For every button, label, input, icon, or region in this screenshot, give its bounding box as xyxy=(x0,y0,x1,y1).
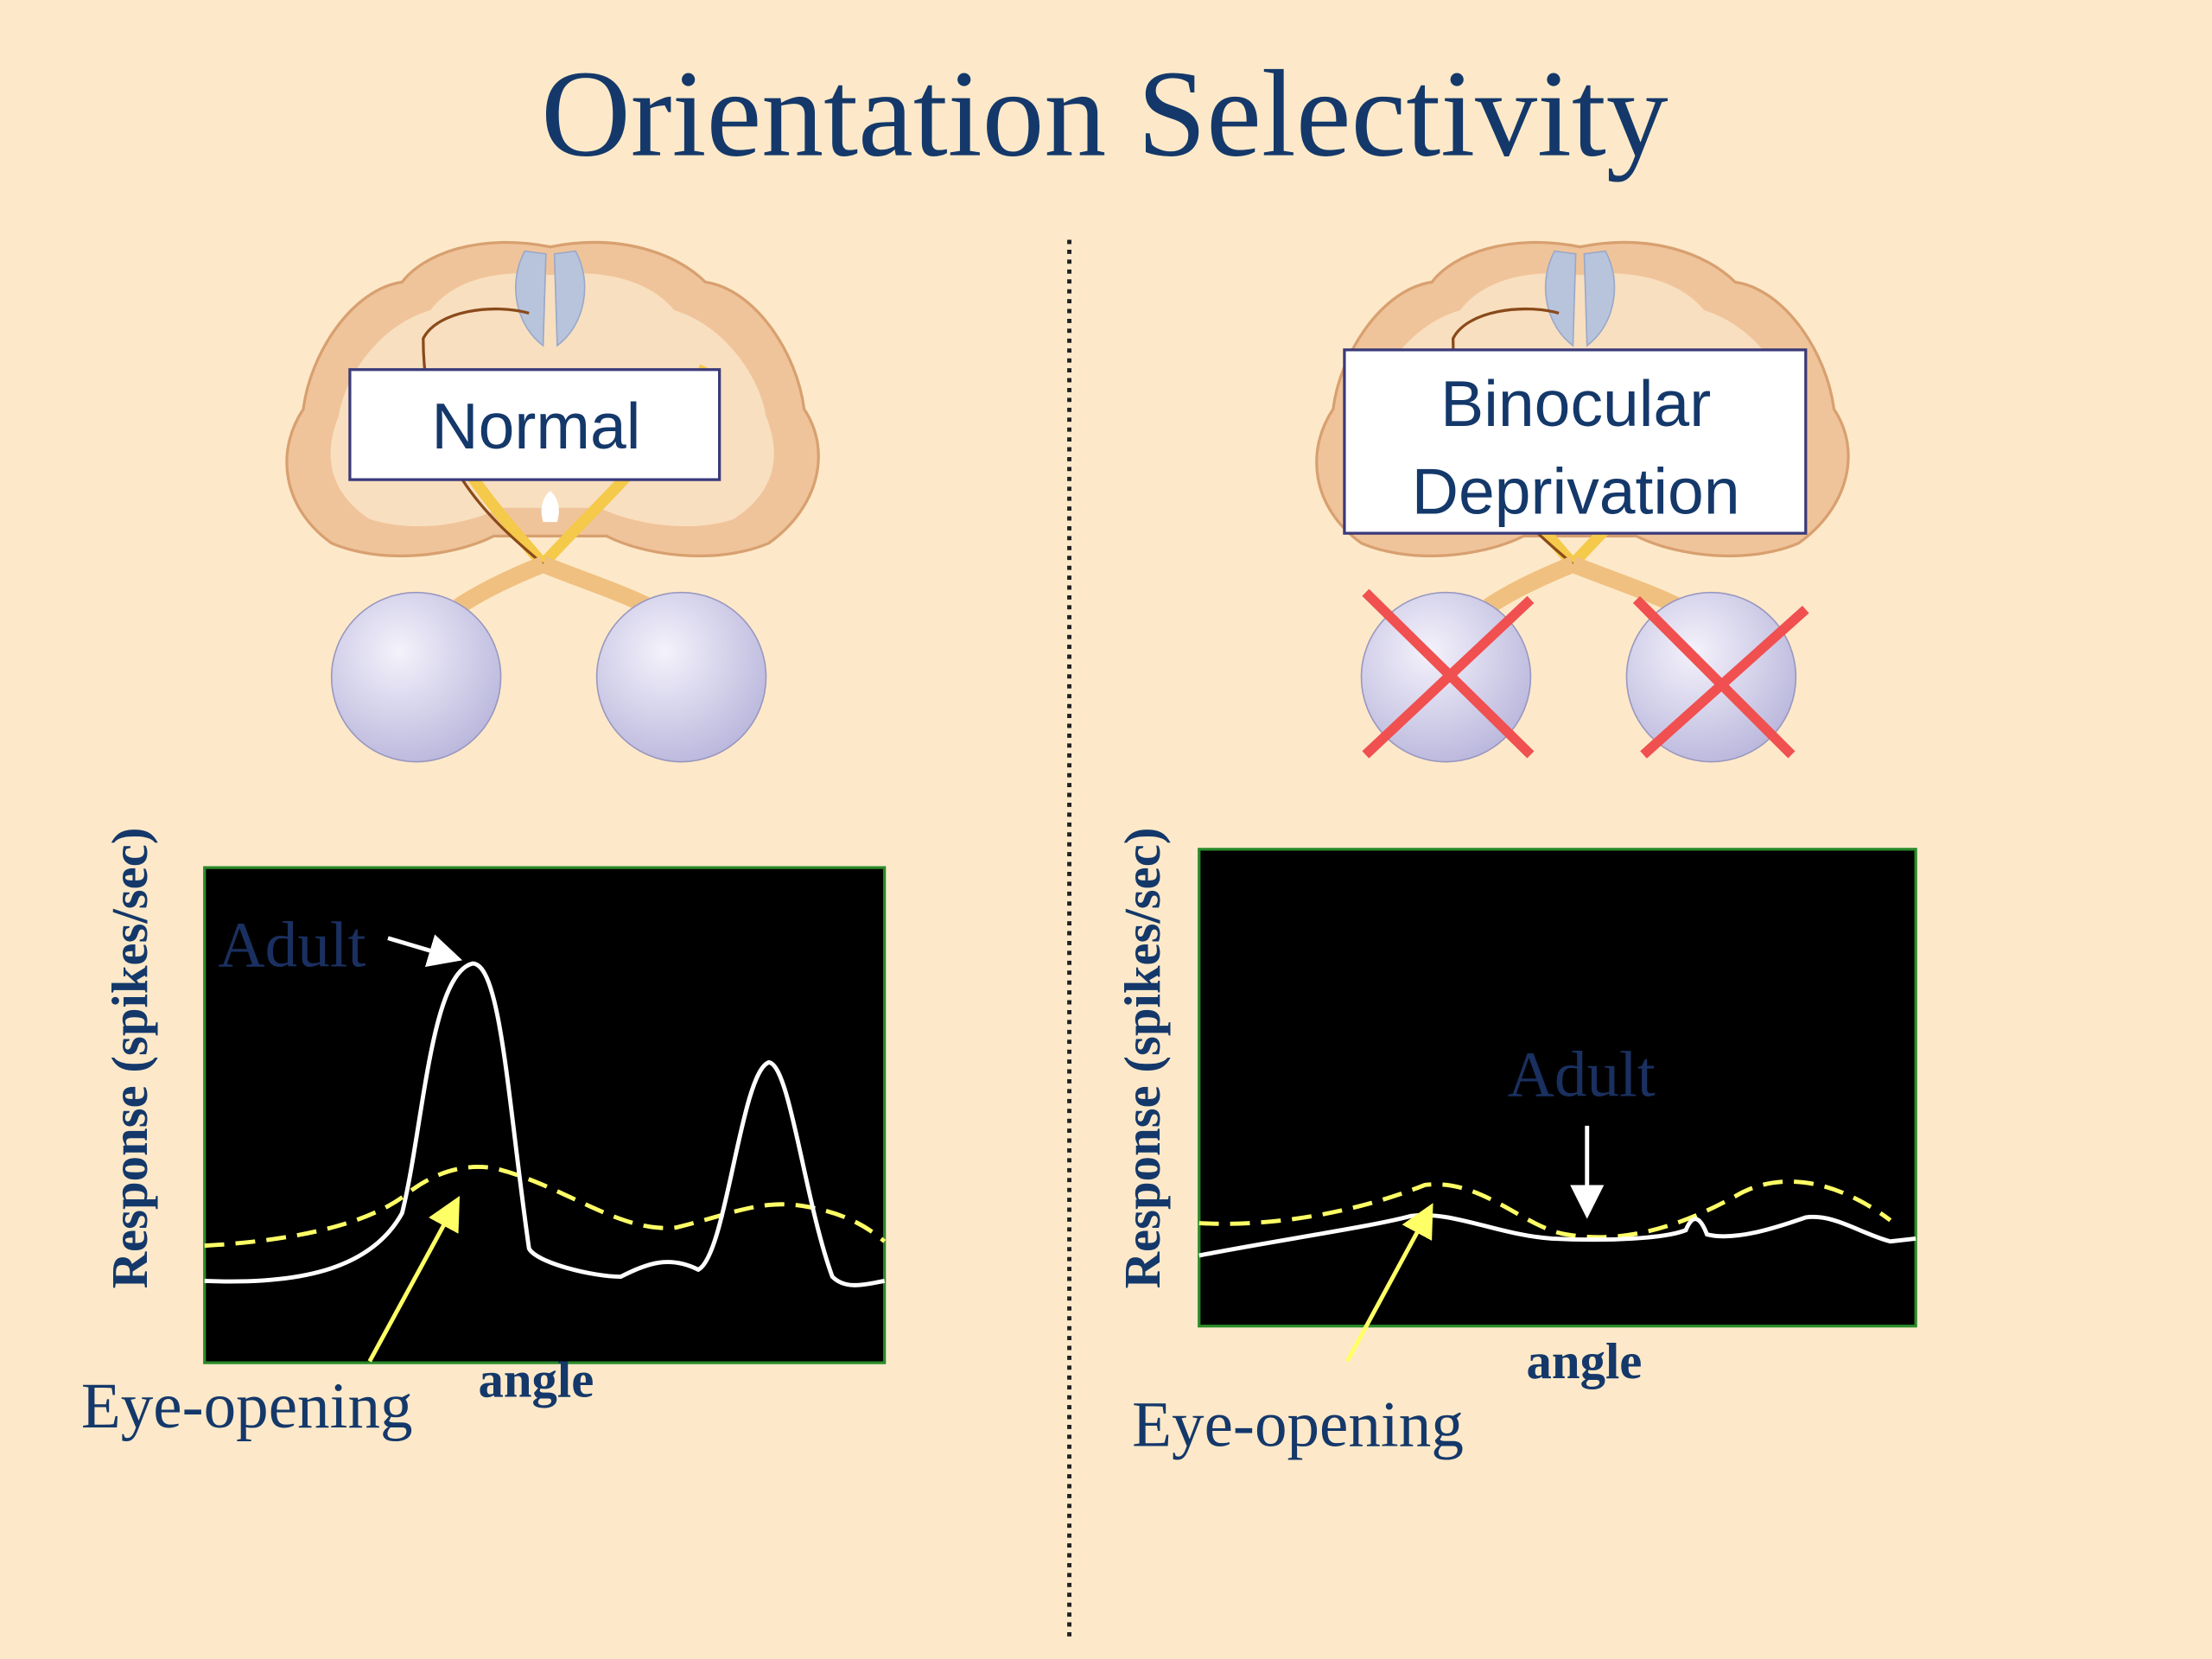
label-box xyxy=(1343,348,1808,535)
eye-opening-label: Eye-opening xyxy=(81,1370,413,1442)
arrow xyxy=(367,1196,461,1363)
y-axis-label: Response (spikes/sec) xyxy=(1115,828,1171,1289)
arrow xyxy=(1345,1203,1433,1363)
brain-diagram xyxy=(287,243,818,762)
plot-area xyxy=(203,866,887,1364)
eye-opening-label: Eye-opening xyxy=(1132,1389,1464,1460)
adult-label: Adult xyxy=(218,909,365,981)
x-axis-label: angle xyxy=(478,1351,594,1408)
label-line: Binocular xyxy=(1440,367,1711,440)
eye-opening-curve xyxy=(204,1165,887,1249)
eye-opening-curve xyxy=(1198,1179,1892,1240)
label-box xyxy=(348,368,721,481)
y-axis-label: Response (spikes/sec) xyxy=(102,828,158,1289)
x-axis-label: angle xyxy=(1527,1333,1643,1389)
adult-curve xyxy=(1198,1213,1916,1258)
adult-label: Adult xyxy=(1508,1039,1656,1111)
label-line: Deprivation xyxy=(1412,454,1740,527)
label-line: Normal xyxy=(431,390,640,462)
arrow xyxy=(387,934,463,967)
panel-label: Normal xyxy=(431,390,640,462)
panel-label: Binocular Deprivation xyxy=(1412,367,1740,527)
plot-area xyxy=(1198,848,1917,1328)
adult-curve xyxy=(204,961,886,1287)
slide-title: Orientation Selectivity xyxy=(541,46,1669,183)
cross-marks xyxy=(1362,588,1809,759)
